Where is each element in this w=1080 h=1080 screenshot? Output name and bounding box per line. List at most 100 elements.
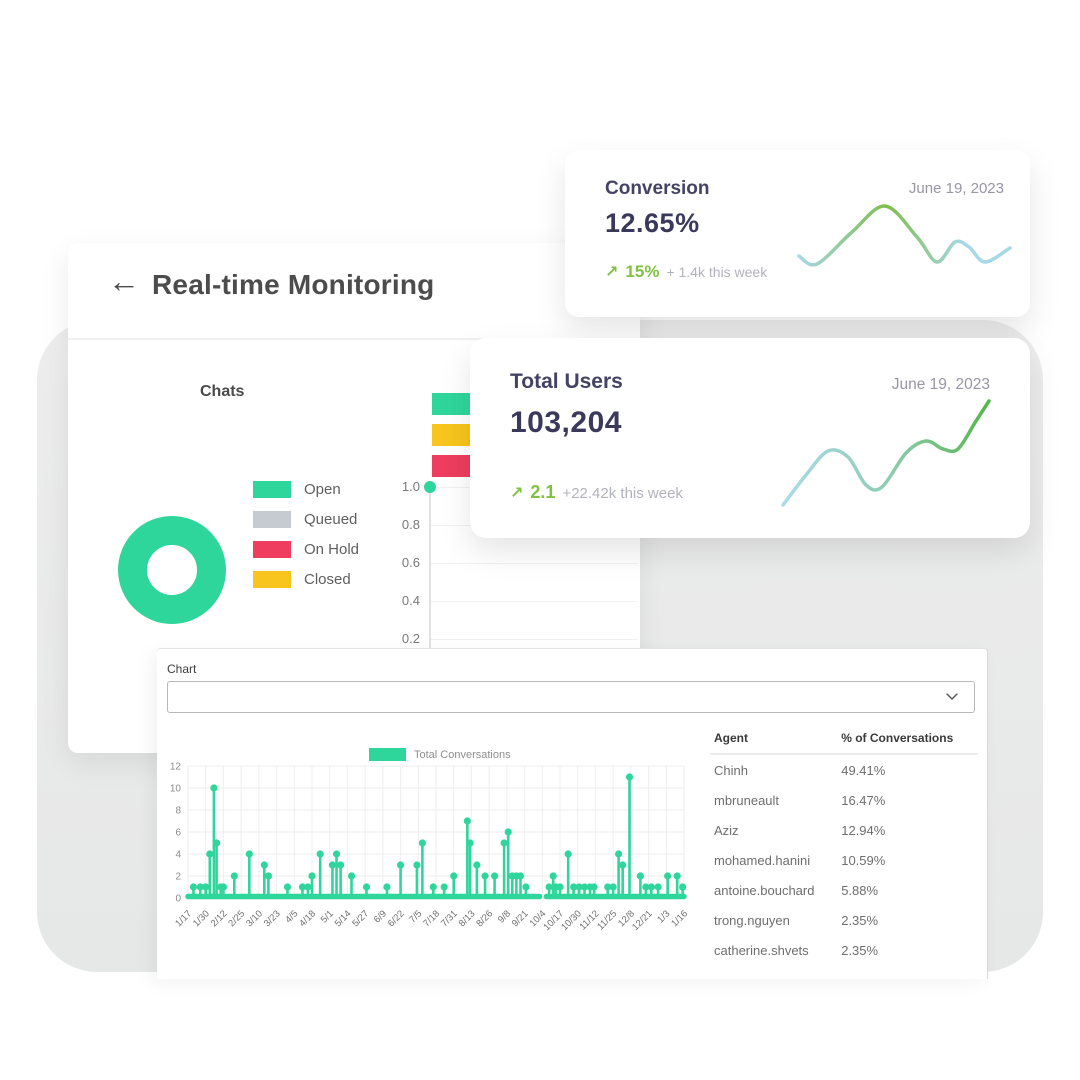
svg-text:1/30: 1/30 [191,908,212,929]
back-arrow-icon[interactable]: ← [108,263,140,299]
table-row: Chinh 49.41% [710,754,978,785]
header-divider [68,338,640,340]
delta-value: 15% [625,262,660,281]
card-footer: ↗ 15% + 1.4k this week [605,262,767,282]
legend-swatch [253,481,291,498]
table-cell: 5.88% [841,882,879,898]
mini-bar [432,393,474,415]
axis-marker-dot [424,481,436,493]
svg-text:8/13: 8/13 [457,908,478,929]
delta-note: +22.42k this week [562,485,683,502]
svg-text:11/12: 11/12 [577,908,601,932]
svg-text:4/18: 4/18 [297,908,318,929]
table-cell: mbruneault [714,792,780,808]
svg-text:8: 8 [175,806,181,817]
legend-label: On Hold [304,541,360,558]
table-row: catherine.shvets 2.35% [710,935,978,965]
svg-text:5/27: 5/27 [350,908,371,929]
card-value: 12.65% [605,208,700,238]
svg-text:2/25: 2/25 [226,908,247,929]
svg-text:10: 10 [170,784,182,795]
svg-text:9/21: 9/21 [510,908,531,929]
svg-text:1/16: 1/16 [669,908,690,929]
table-header-row: Agent% of Conversations [710,725,978,755]
y-tick-label: 0.4 [401,593,420,608]
chart-select-label: Chart [167,662,197,676]
table-cell: 10.59% [841,852,886,868]
table-cell: 49.41% [841,762,886,778]
table-cell: 12.94% [841,822,886,838]
legend-item: Closed [253,571,359,588]
chats-chart-title: Chats [200,383,245,400]
legend-swatch [369,748,406,761]
agents-table: Agent% of Conversations Chinh 49.41% mbrune… [710,725,978,965]
y-tick-label: 0.2 [401,631,420,646]
chart-select[interactable] [167,681,975,713]
legend-label: Closed [304,571,351,588]
legend-item: On Hold [253,541,359,558]
trend-up-icon: ↗ [510,485,524,502]
card-title: Conversion [605,178,710,199]
mini-bar [432,455,474,477]
svg-text:4: 4 [175,850,181,861]
chevron-down-icon [946,693,958,700]
stem-chart-legend: Total Conversations [369,748,511,761]
mini-bar [432,424,474,446]
column-header: % of Conversations [837,725,978,755]
card-date: June 19, 2023 [908,180,1004,197]
svg-text:2: 2 [175,872,181,883]
table-cell: trong.nguyen [714,912,790,928]
legend-label: Total Conversations [414,748,511,761]
table-row: mohamed.hanini 10.59% [710,845,978,875]
y-tick-label: 0.8 [401,517,420,532]
axis-line [429,487,431,649]
gridline [430,639,638,640]
conversion-card: Conversion June 19, 2023 12.65% ↗ 15% + … [565,150,1030,317]
legend-swatch [253,571,291,588]
svg-text:7/31: 7/31 [439,908,460,929]
legend-swatch [253,511,291,528]
svg-text:6: 6 [175,828,181,839]
column-header: Agent [710,725,838,755]
card-date: June 19, 2023 [891,376,990,393]
delta-note: + 1.4k this week [666,264,768,280]
legend-item: Queued [253,511,359,528]
trend-up-icon: ↗ [605,264,619,281]
svg-text:5/14: 5/14 [333,908,354,929]
svg-text:12: 12 [170,762,182,773]
svg-text:0: 0 [175,894,181,905]
svg-text:12/21: 12/21 [630,908,655,933]
gridline [430,601,638,602]
chats-donut-chart [118,516,226,624]
y-tick-label: 0.6 [401,555,420,570]
table-row: antoine.bouchard 5.88% [710,875,978,905]
table-cell: 2.35% [841,912,879,928]
table-row: trong.nguyen 2.35% [710,905,978,935]
svg-text:1/17: 1/17 [173,908,194,929]
conversion-sparkline [797,204,1012,267]
card-title: Total Users [510,370,623,393]
table-cell: mohamed.hanini [714,852,811,868]
legend-item: Open [253,481,359,498]
legend-swatch [253,541,291,558]
legend-label: Queued [304,511,358,528]
total-users-card: Total Users June 19, 2023 103,204 ↗ 2.1 … [470,338,1030,538]
table-cell: Aziz [714,822,739,838]
table-row: Aziz 12.94% [710,815,978,845]
total-users-sparkline [781,399,991,507]
table-cell: 16.47% [841,792,886,808]
table-cell: 2.35% [841,942,879,958]
svg-text:8/26: 8/26 [474,908,495,929]
svg-text:3/10: 3/10 [244,908,265,929]
delta-value: 2.1 [530,482,556,502]
svg-text:6/22: 6/22 [386,908,407,929]
svg-text:3/23: 3/23 [262,908,283,929]
card-value: 103,204 [510,406,622,439]
svg-text:11/25: 11/25 [595,908,619,932]
table-cell: antoine.bouchard [714,882,815,898]
card-footer: ↗ 2.1 +22.42k this week [510,482,683,503]
legend-label: Open [304,481,341,498]
svg-text:2/12: 2/12 [209,908,230,929]
